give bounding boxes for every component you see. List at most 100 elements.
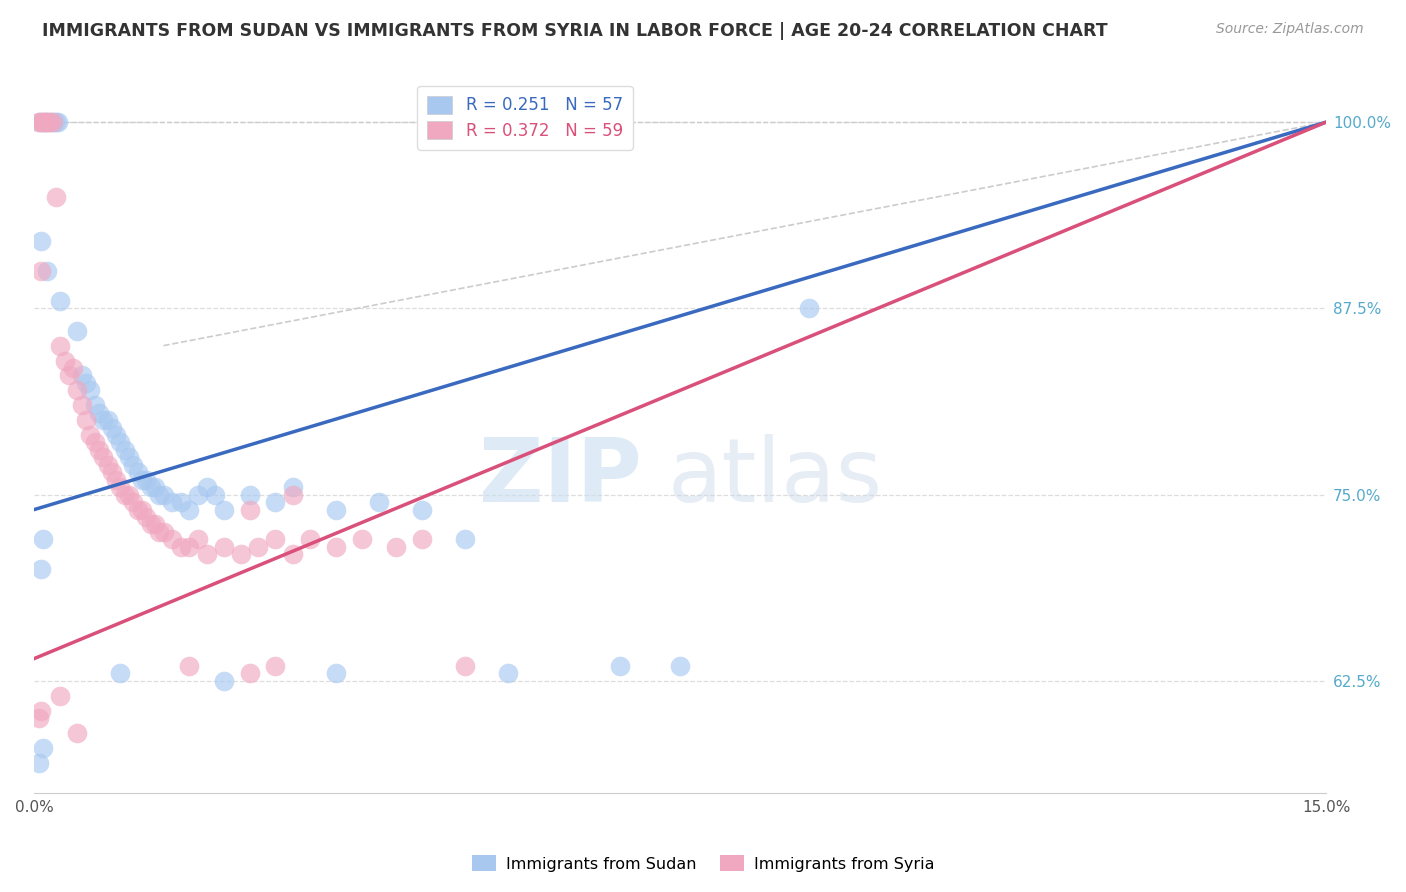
Point: [131, 473, 153, 487]
Point: [79, 428, 101, 442]
Point: [30, 264, 52, 278]
Point: [325, 666, 347, 681]
Point: [609, 659, 631, 673]
Point: [114, 442, 136, 457]
Point: [127, 465, 149, 479]
Point: [97, 458, 120, 472]
Point: [179, 659, 201, 673]
Point: [325, 540, 347, 554]
Point: [87, 406, 110, 420]
Point: [496, 666, 519, 681]
Point: [139, 517, 162, 532]
Point: [160, 495, 183, 509]
Legend: R = 0.251   N = 57, R = 0.372   N = 59: R = 0.251 N = 57, R = 0.372 N = 59: [418, 86, 633, 150]
Point: [187, 488, 209, 502]
Point: [45, 189, 67, 203]
Point: [264, 495, 287, 509]
Point: [101, 420, 124, 434]
Point: [37, 115, 59, 129]
Point: [281, 480, 304, 494]
Point: [42, 115, 65, 129]
Point: [298, 533, 321, 547]
Point: [179, 502, 201, 516]
Point: [212, 673, 235, 688]
Point: [91, 413, 114, 427]
Point: [28, 115, 51, 129]
Point: [110, 480, 132, 494]
Point: [62, 361, 84, 376]
Point: [350, 533, 373, 547]
Point: [212, 502, 235, 516]
Point: [212, 540, 235, 554]
Point: [48, 115, 70, 129]
Point: [105, 428, 128, 442]
Point: [28, 756, 51, 770]
Point: [32, 115, 55, 129]
Point: [264, 533, 287, 547]
Point: [30, 704, 52, 718]
Point: [38, 115, 60, 129]
Point: [229, 547, 252, 561]
Point: [411, 533, 433, 547]
Point: [118, 450, 141, 465]
Point: [281, 547, 304, 561]
Point: [148, 524, 170, 539]
Point: [70, 368, 93, 383]
Point: [83, 435, 105, 450]
Point: [58, 368, 80, 383]
Point: [160, 533, 183, 547]
Point: [239, 502, 262, 516]
Point: [143, 517, 166, 532]
Text: ZIP: ZIP: [478, 434, 641, 522]
Point: [247, 540, 270, 554]
Point: [148, 488, 170, 502]
Point: [239, 488, 262, 502]
Point: [30, 115, 52, 129]
Point: [122, 495, 145, 509]
Point: [34, 115, 56, 129]
Point: [32, 740, 55, 755]
Point: [131, 502, 153, 516]
Point: [127, 502, 149, 516]
Point: [30, 562, 52, 576]
Point: [204, 488, 226, 502]
Point: [179, 540, 201, 554]
Point: [385, 540, 408, 554]
Point: [411, 502, 433, 516]
Point: [42, 115, 65, 129]
Point: [37, 264, 59, 278]
Point: [49, 338, 72, 352]
Point: [454, 659, 477, 673]
Point: [38, 115, 60, 129]
Point: [669, 659, 692, 673]
Point: [195, 480, 218, 494]
Point: [66, 726, 89, 740]
Point: [53, 353, 76, 368]
Point: [101, 465, 124, 479]
Point: [79, 384, 101, 398]
Point: [30, 235, 52, 249]
Point: [97, 413, 120, 427]
Point: [110, 435, 132, 450]
Point: [34, 115, 56, 129]
Point: [66, 324, 89, 338]
Point: [28, 711, 51, 725]
Point: [135, 473, 157, 487]
Point: [367, 495, 389, 509]
Point: [45, 115, 67, 129]
Point: [281, 488, 304, 502]
Point: [49, 689, 72, 703]
Point: [32, 533, 55, 547]
Point: [114, 488, 136, 502]
Point: [264, 659, 287, 673]
Point: [799, 301, 821, 316]
Point: [37, 115, 59, 129]
Point: [122, 458, 145, 472]
Point: [170, 540, 193, 554]
Point: [143, 480, 166, 494]
Text: atlas: atlas: [668, 434, 883, 522]
Legend: Immigrants from Sudan, Immigrants from Syria: Immigrants from Sudan, Immigrants from S…: [464, 847, 942, 880]
Point: [170, 495, 193, 509]
Text: Source: ZipAtlas.com: Source: ZipAtlas.com: [1216, 22, 1364, 37]
Point: [70, 398, 93, 412]
